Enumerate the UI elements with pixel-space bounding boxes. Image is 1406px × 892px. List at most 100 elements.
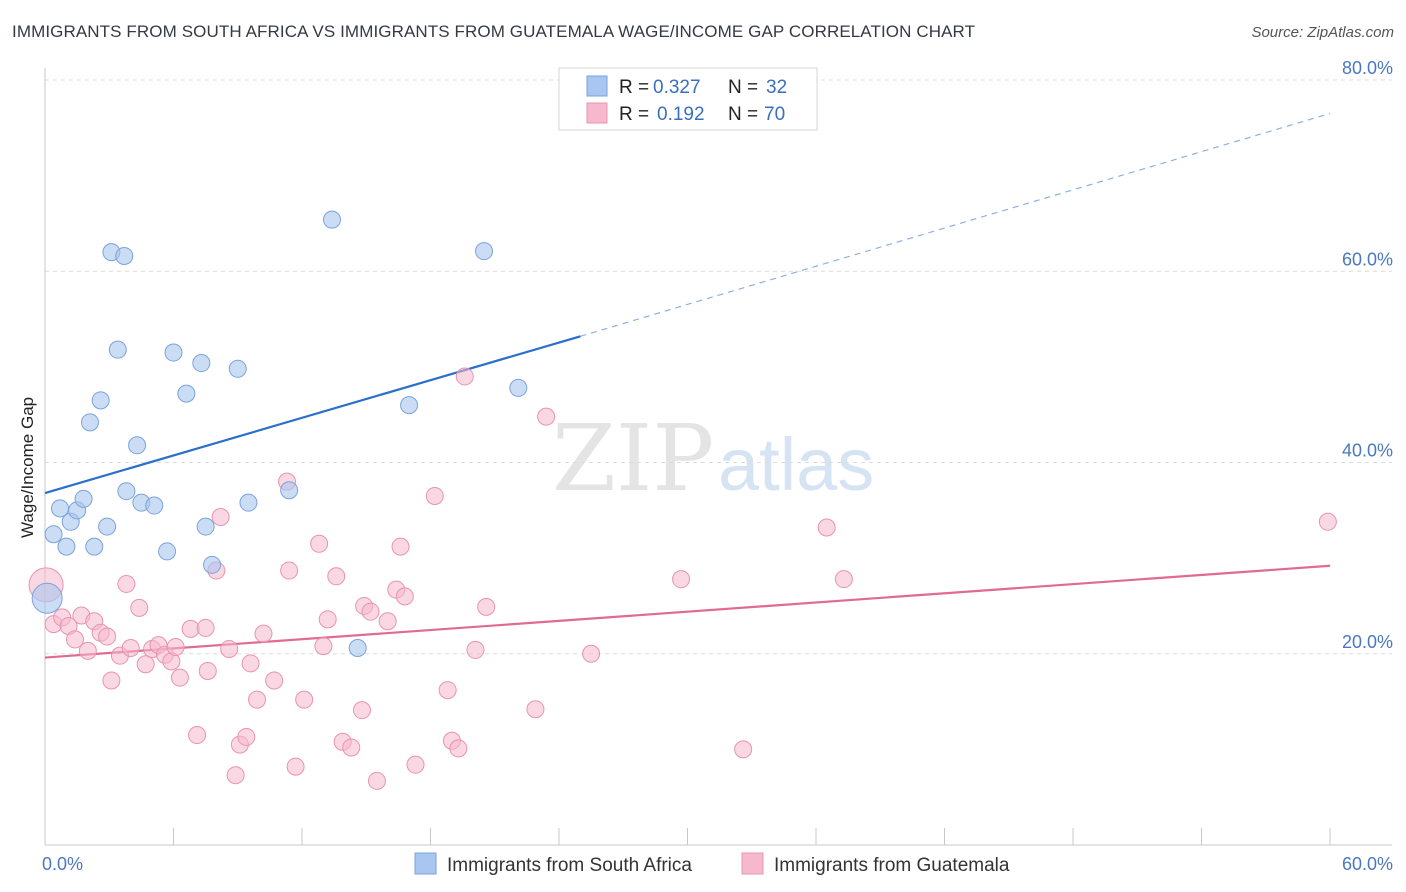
- trendline-south-africa-extension: [580, 113, 1330, 336]
- data-point-guatemala: [182, 620, 199, 637]
- data-point-south-africa: [146, 497, 163, 514]
- legend-swatch-south-africa: [587, 76, 607, 96]
- data-point-guatemala: [353, 702, 370, 719]
- data-point-guatemala: [296, 691, 313, 708]
- legend-r-label: R =: [619, 104, 649, 125]
- bottom-legend: Immigrants from South Africa Immigrants …: [415, 853, 1010, 876]
- y-tick-label: 80.0%: [1342, 58, 1393, 78]
- bottom-legend-label-guatemala: Immigrants from Guatemala: [774, 855, 1010, 876]
- data-point-south-africa: [193, 355, 210, 372]
- data-point-south-africa: [240, 494, 257, 511]
- legend-n-value-guatemala: 70: [764, 104, 785, 125]
- data-point-guatemala: [362, 603, 379, 620]
- data-point-guatemala: [343, 739, 360, 756]
- data-point-south-africa: [118, 483, 135, 500]
- data-point-guatemala: [450, 740, 467, 757]
- data-point-guatemala: [818, 519, 835, 536]
- data-point-guatemala: [527, 701, 544, 718]
- data-point-south-africa: [86, 538, 103, 555]
- bottom-legend-swatch-south-africa: [415, 853, 436, 874]
- data-point-guatemala: [396, 588, 413, 605]
- data-point-south-africa: [99, 518, 116, 535]
- data-point-south-africa: [178, 385, 195, 402]
- grid: [45, 80, 1392, 654]
- legend-swatch-guatemala: [587, 103, 607, 123]
- data-point-guatemala: [1319, 513, 1336, 530]
- watermark-atlas: atlas: [718, 423, 874, 506]
- data-point-south-africa: [116, 247, 133, 264]
- legend-n-label: N =: [728, 77, 758, 98]
- data-point-guatemala: [171, 669, 188, 686]
- legend: R = 0.327 N = 32 R = 0.192 N = 70: [559, 68, 817, 130]
- legend-r-label: R =: [619, 77, 649, 98]
- data-point-south-africa: [197, 518, 214, 535]
- data-point-guatemala: [197, 619, 214, 636]
- data-point-south-africa: [92, 392, 109, 409]
- data-point-guatemala: [379, 613, 396, 630]
- data-point-south-africa: [58, 538, 75, 555]
- data-point-guatemala: [538, 408, 555, 425]
- data-point-guatemala: [368, 772, 385, 789]
- watermark-zip: ZIP: [552, 405, 714, 512]
- data-point-south-africa: [109, 341, 126, 358]
- data-point-south-africa: [32, 583, 62, 613]
- data-point-south-africa: [510, 379, 527, 396]
- data-point-south-africa: [81, 414, 98, 431]
- bottom-legend-swatch-guatemala: [742, 853, 763, 874]
- data-point-guatemala: [467, 641, 484, 658]
- data-point-guatemala: [835, 571, 852, 588]
- data-point-guatemala: [287, 758, 304, 775]
- data-point-guatemala: [583, 645, 600, 662]
- data-point-guatemala: [315, 638, 332, 655]
- data-point-guatemala: [79, 642, 96, 659]
- data-point-south-africa: [281, 482, 298, 499]
- data-point-guatemala: [249, 691, 266, 708]
- data-point-guatemala: [456, 368, 473, 385]
- watermark: ZIP atlas: [552, 405, 874, 512]
- data-point-guatemala: [189, 727, 206, 744]
- data-point-guatemala: [118, 575, 135, 592]
- data-point-south-africa: [129, 437, 146, 454]
- data-point-guatemala: [212, 509, 229, 526]
- y-axis-label: Wage/Income Gap: [18, 397, 37, 538]
- data-point-south-africa: [229, 360, 246, 377]
- data-point-south-africa: [349, 640, 366, 657]
- data-point-guatemala: [266, 672, 283, 689]
- data-point-guatemala: [407, 756, 424, 773]
- x-tick-label: 60.0%: [1342, 854, 1393, 874]
- y-tick-label: 20.0%: [1342, 632, 1393, 652]
- legend-n-value-south-africa: 32: [766, 77, 787, 98]
- legend-r-value-south-africa: 0.327: [653, 77, 701, 98]
- data-point-guatemala: [281, 562, 298, 579]
- data-point-guatemala: [103, 672, 120, 689]
- data-point-guatemala: [238, 728, 255, 745]
- data-point-guatemala: [131, 599, 148, 616]
- data-point-guatemala: [242, 655, 259, 672]
- data-point-south-africa: [159, 543, 176, 560]
- data-point-guatemala: [392, 538, 409, 555]
- data-point-guatemala: [735, 741, 752, 758]
- data-point-guatemala: [319, 611, 336, 628]
- data-point-south-africa: [165, 344, 182, 361]
- data-point-south-africa: [204, 556, 221, 573]
- data-point-south-africa: [323, 211, 340, 228]
- data-point-guatemala: [439, 682, 456, 699]
- x-tick-label: 0.0%: [42, 854, 83, 874]
- data-point-guatemala: [311, 535, 328, 552]
- data-point-south-africa: [401, 397, 418, 414]
- data-point-guatemala: [122, 640, 139, 657]
- y-tick-label: 40.0%: [1342, 441, 1393, 461]
- data-point-guatemala: [478, 598, 495, 615]
- data-point-south-africa: [75, 490, 92, 507]
- data-point-south-africa: [45, 526, 62, 543]
- data-point-guatemala: [137, 656, 154, 673]
- data-point-guatemala: [673, 571, 690, 588]
- trendline-south-africa: [45, 336, 580, 493]
- legend-n-label: N =: [728, 104, 758, 125]
- data-point-guatemala: [227, 767, 244, 784]
- data-point-guatemala: [328, 568, 345, 585]
- y-tick-label: 60.0%: [1342, 249, 1393, 269]
- legend-r-value-guatemala: 0.192: [657, 104, 705, 125]
- data-point-guatemala: [221, 640, 238, 657]
- data-point-guatemala: [199, 662, 216, 679]
